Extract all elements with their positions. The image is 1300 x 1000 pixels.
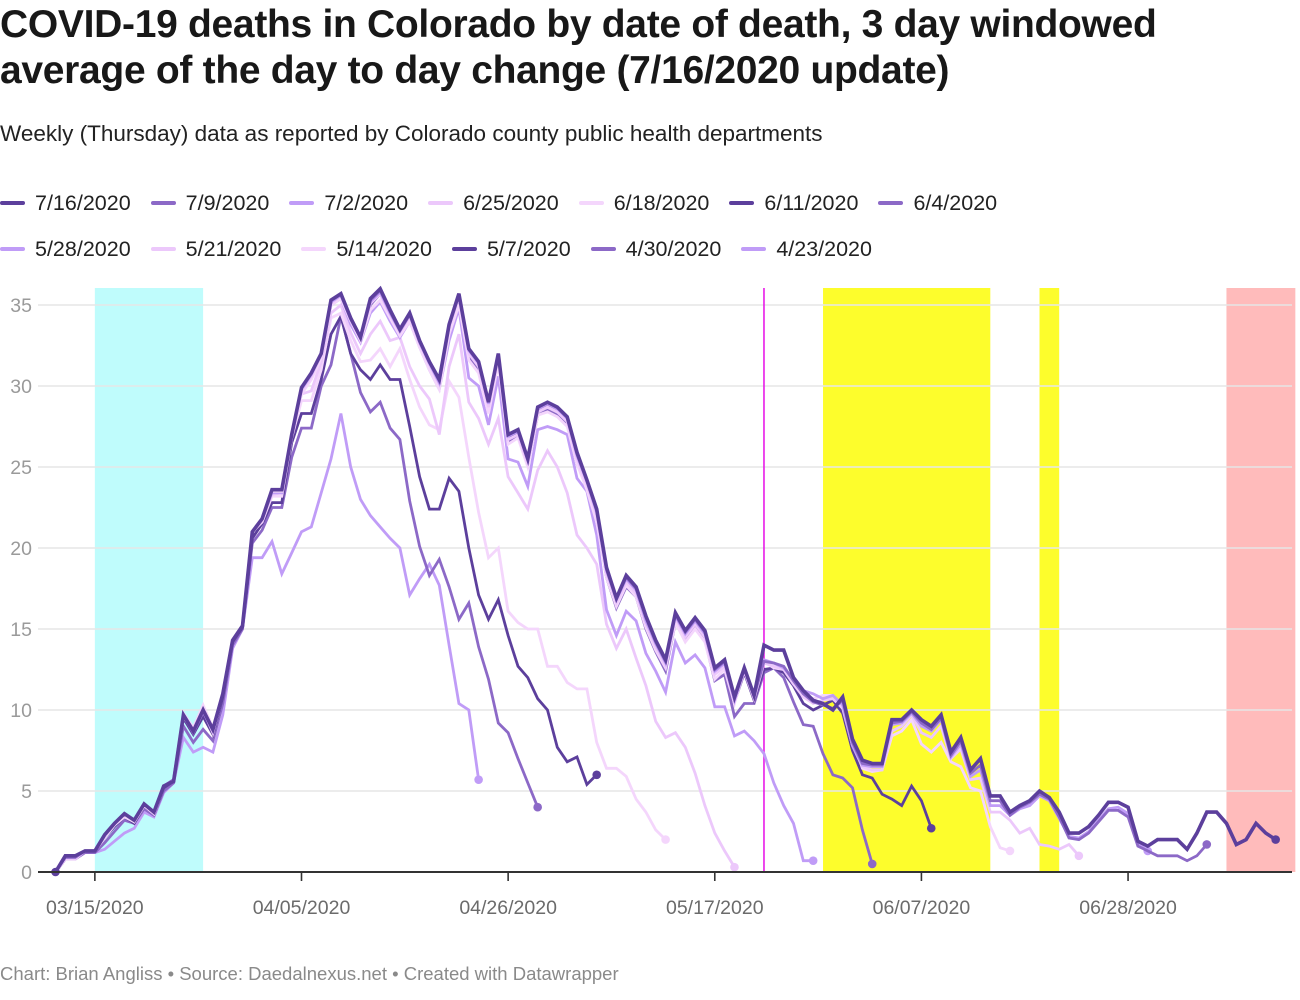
- y-tick-label: 35: [10, 295, 32, 317]
- legend-label: 4/30/2020: [625, 236, 722, 261]
- legend-item: 5/28/2020: [0, 237, 131, 262]
- series-end-dot: [474, 775, 483, 784]
- legend-item: 7/9/2020: [150, 190, 270, 216]
- series-line: [54, 413, 481, 874]
- legend-label: 7/16/2020: [35, 190, 131, 215]
- y-tick-label: 20: [10, 538, 32, 560]
- y-tick-label: 0: [21, 862, 32, 884]
- legend-item: 4/30/2020: [590, 236, 722, 262]
- legend-item: 7/2/2020: [289, 191, 408, 216]
- series-end-dot: [808, 856, 818, 865]
- legend-item: 5/21/2020: [150, 236, 282, 262]
- legend-item: 6/18/2020: [578, 190, 710, 216]
- gridlines: [38, 304, 1292, 792]
- legend-label: 6/4/2020: [913, 190, 998, 215]
- legend-swatch: [150, 201, 176, 205]
- legend-swatch: [590, 247, 616, 251]
- chart-title: COVID-19 deaths in Colorado by date of d…: [0, 3, 1157, 92]
- x-tick-label: 03/15/2020: [46, 897, 144, 919]
- legend-label: 5/28/2020: [35, 236, 131, 261]
- legend-swatch: [451, 247, 477, 251]
- series-line: [53, 285, 1278, 874]
- series-end-dot: [1005, 846, 1015, 856]
- legend-item: 5/7/2020: [451, 236, 571, 262]
- legend-item: 7/16/2020: [0, 191, 131, 216]
- series-end-dot: [1271, 835, 1280, 844]
- series-end-dot: [867, 859, 877, 869]
- legend-swatch: [729, 201, 755, 205]
- line-chart: 0 5 10 15 20 25 30 35 03/15/2020 04/05/2020 04/26…: [10, 285, 1296, 919]
- legend-item: 4/23/2020: [741, 237, 872, 262]
- legend-swatch: [741, 247, 767, 251]
- series-end-dot: [1202, 840, 1212, 849]
- series-end-dot: [661, 835, 670, 844]
- legend-swatch: [428, 201, 454, 205]
- y-tick-label: 25: [10, 457, 32, 479]
- x-tick-label: 04/05/2020: [253, 897, 351, 919]
- legend-label: 5/7/2020: [486, 236, 571, 261]
- legend-swatch: [301, 247, 327, 251]
- series-lines: [51, 285, 1280, 877]
- x-tick-label: 06/07/2020: [873, 897, 971, 919]
- y-tick-label: 10: [10, 700, 32, 722]
- legend-item: 6/25/2020: [428, 191, 559, 216]
- legend-label: 7/2/2020: [324, 190, 409, 215]
- legend-label: 6/11/2020: [764, 190, 859, 215]
- legend-label: 6/25/2020: [463, 190, 559, 215]
- x-axis: 03/15/2020 04/05/2020 04/26/2020 05/17/2020…: [38, 871, 1292, 919]
- legend-label: 6/18/2020: [613, 190, 710, 215]
- y-tick-label: 5: [21, 781, 32, 803]
- legend-label: 4/23/2020: [776, 236, 872, 261]
- y-axis-labels: 0 5 10 15 20 25 30 35: [10, 295, 32, 884]
- legend-label: 5/21/2020: [185, 236, 282, 261]
- highlight-band: [94, 288, 204, 872]
- legend-swatch: [0, 247, 25, 251]
- series-end-dot: [1074, 851, 1084, 861]
- x-tick-label: 04/26/2020: [459, 897, 557, 919]
- highlight-band: [1039, 288, 1060, 872]
- legend-item: 6/4/2020: [878, 191, 997, 216]
- series-end-dot: [926, 823, 936, 833]
- y-tick-label: 30: [10, 376, 32, 398]
- legend-swatch: [878, 201, 904, 205]
- legend-swatch: [0, 201, 25, 205]
- x-tick-label: 06/28/2020: [1079, 897, 1177, 919]
- legend-row-1: 7/16/2020 7/9/2020 7/2/2020 6/25/2020 6/18/2…: [0, 180, 1260, 226]
- highlight-band: [1226, 288, 1296, 872]
- legend-swatch: [578, 201, 604, 205]
- y-tick-label: 15: [10, 619, 32, 641]
- legend-swatch: [289, 201, 315, 205]
- series-end-dot: [730, 862, 739, 872]
- series-end-dot: [592, 770, 601, 780]
- series-end-dot: [533, 802, 542, 812]
- legend: 7/16/2020 7/9/2020 7/2/2020 6/25/2020 6/18/2…: [0, 180, 1260, 272]
- legend-item: 5/14/2020: [301, 237, 432, 262]
- legend-label: 5/14/2020: [336, 236, 432, 261]
- legend-row-2: 5/28/2020 5/21/2020 5/14/2020 5/7/2020 4/30/…: [0, 226, 1260, 272]
- x-tick-label: 05/17/2020: [666, 897, 764, 919]
- legend-item: 6/11/2020: [729, 191, 858, 216]
- legend-label: 7/9/2020: [185, 190, 270, 215]
- chart-credits: Chart: Brian Angliss • Source: Daedalnex…: [0, 963, 619, 984]
- chart-subtitle: Weekly (Thursday) data as reported by Co…: [0, 121, 823, 146]
- shaded-bands: [94, 288, 1296, 872]
- legend-swatch: [150, 247, 176, 251]
